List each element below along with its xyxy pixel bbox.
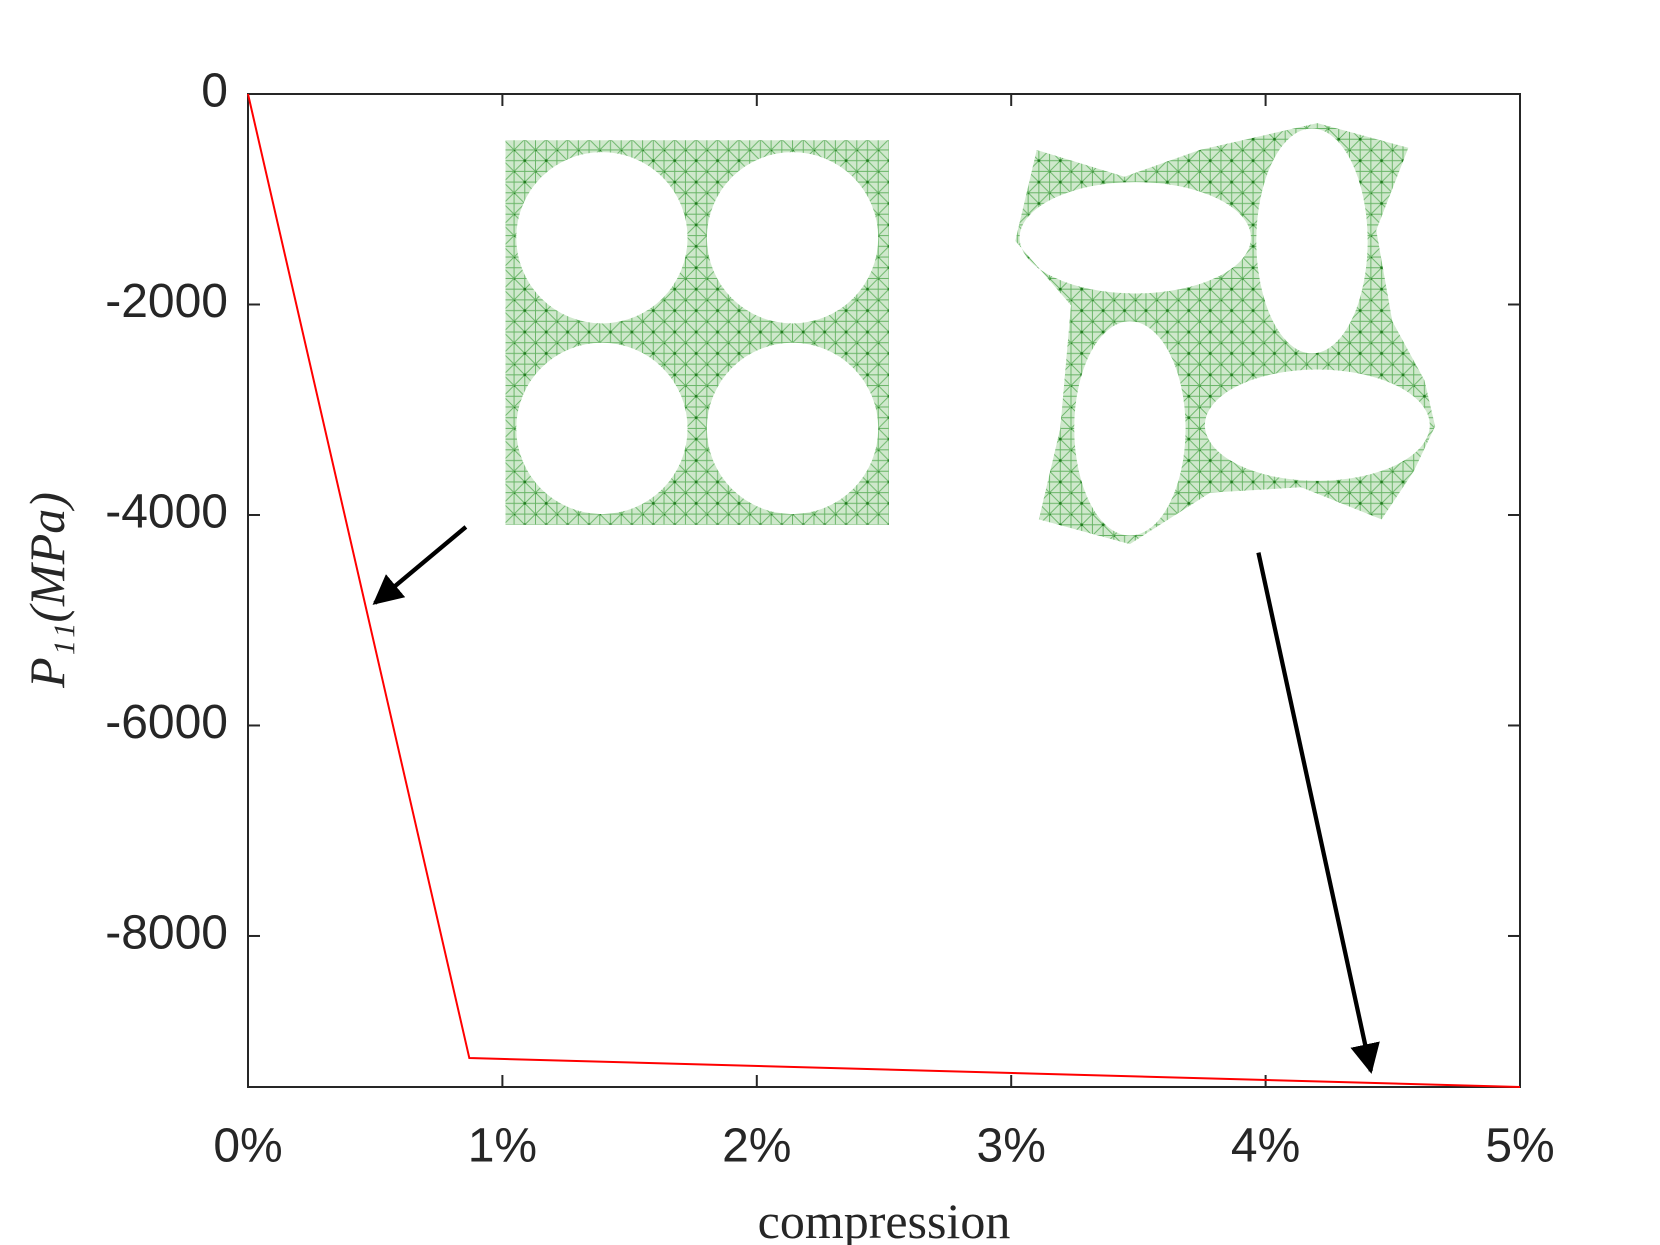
x-tick-label: 0% xyxy=(213,1120,282,1173)
plot-frame xyxy=(247,93,1521,1088)
mesh-inset-deformed xyxy=(1015,123,1436,545)
y-tick-label: -6000 xyxy=(105,696,228,749)
data-line xyxy=(247,93,1521,1088)
y-tick-label: -8000 xyxy=(105,907,228,960)
arrow xyxy=(372,525,468,605)
arrow xyxy=(1256,552,1380,1074)
x-tick-label: 5% xyxy=(1485,1120,1554,1173)
y-tick-label: -2000 xyxy=(105,275,228,328)
x-tick-label: 1% xyxy=(468,1120,537,1173)
insets xyxy=(372,123,1436,1074)
y-tick-label: -4000 xyxy=(105,486,228,539)
x-tick-label: 4% xyxy=(1231,1120,1300,1173)
x-tick-label: 3% xyxy=(977,1120,1046,1173)
x-tick-label: 2% xyxy=(722,1120,791,1173)
y-tick-label: 0 xyxy=(201,65,228,118)
axes xyxy=(247,93,1521,1088)
mesh-inset-initial xyxy=(505,140,889,525)
y-axis-label: P₁₁(MPa) xyxy=(19,492,75,689)
x-axis-label: compression xyxy=(758,1193,1011,1245)
